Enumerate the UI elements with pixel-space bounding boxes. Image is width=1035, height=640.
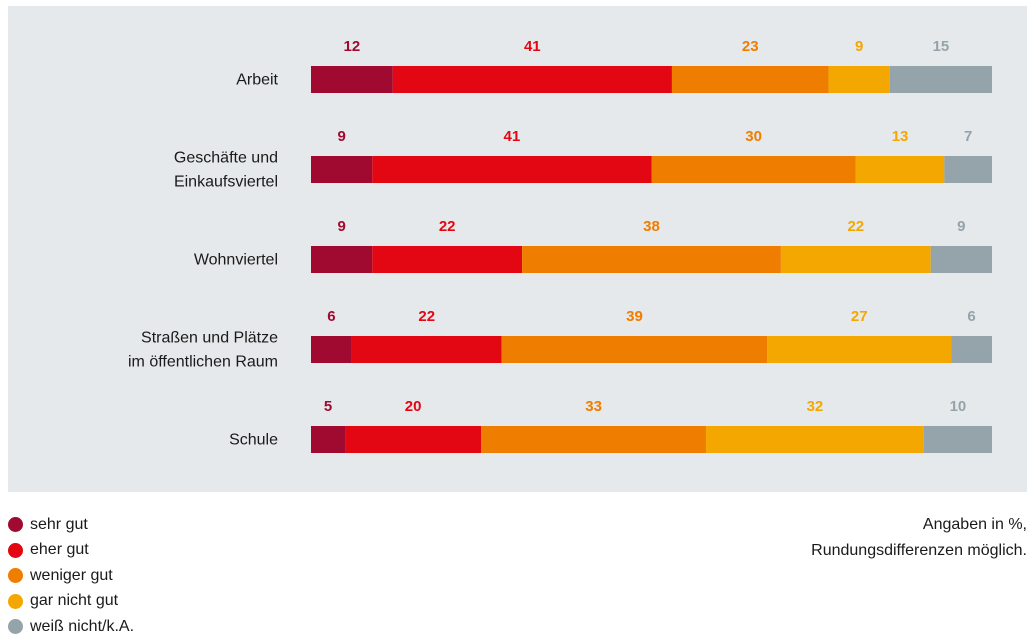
- stacked-bar-chart: Arbeit 12 41 23 9 15 Geschäfte und Einkaufsvier…: [128, 38, 992, 453]
- value-label: 6: [327, 308, 335, 325]
- value-label: 15: [933, 38, 950, 55]
- bar-segment: [951, 336, 992, 363]
- value-label: 38: [643, 218, 660, 235]
- bar-segment: [780, 246, 931, 273]
- value-label: 23: [742, 38, 759, 55]
- value-label: 22: [439, 218, 456, 235]
- value-label: 27: [851, 308, 868, 325]
- category-label: Schule: [229, 432, 278, 449]
- category-label: im öffentlichen Raum: [128, 354, 278, 371]
- chart-area: Arbeit 12 41 23 9 15 Geschäfte und Einkaufsvier…: [8, 6, 1027, 492]
- bar-segment: [828, 66, 890, 93]
- bar-segment: [522, 246, 781, 273]
- category-label: Wohnviertel: [194, 252, 278, 269]
- legend-swatch-sehr-gut: [8, 517, 23, 533]
- legend-item-sehr-gut: sehr gut: [8, 512, 134, 538]
- bar-segment: [311, 156, 373, 183]
- value-label: 22: [847, 218, 864, 235]
- value-label: 33: [585, 398, 602, 415]
- category-label: Arbeit: [236, 72, 278, 89]
- legend-item-eher-gut: eher gut: [8, 538, 134, 564]
- bar-segment: [311, 426, 346, 453]
- category-label: Straßen und Plätze: [141, 330, 278, 347]
- value-label: 9: [337, 128, 345, 145]
- value-label: 9: [855, 38, 863, 55]
- bar-segment: [481, 426, 706, 453]
- bar-segment: [889, 66, 992, 93]
- value-label: 13: [892, 128, 909, 145]
- footnote-line-2: Rundungsdifferenzen möglich.: [811, 542, 1027, 559]
- value-label: 10: [950, 398, 967, 415]
- legend-swatch-gar-nicht-gut: [8, 593, 23, 609]
- bar-segment: [311, 336, 352, 363]
- bar-segment: [311, 66, 393, 93]
- footnote-line-1: Angaben in %,: [922, 516, 1027, 533]
- bar-segment: [944, 156, 992, 183]
- bar-segment: [930, 246, 992, 273]
- value-label: 5: [324, 398, 332, 415]
- bar-segment: [855, 156, 945, 183]
- category-label: Einkaufsviertel: [174, 174, 278, 191]
- legend-label-weniger-gut: weniger gut: [30, 566, 113, 584]
- bar-segment: [705, 426, 924, 453]
- legend-item-gar-nicht-gut: gar nicht gut: [8, 589, 134, 615]
- legend-item-weniger-gut: weniger gut: [8, 563, 134, 589]
- bar-segment: [501, 336, 768, 363]
- bar-segment: [767, 336, 952, 363]
- value-label: 32: [807, 398, 824, 415]
- value-label: 12: [344, 38, 361, 55]
- footnote: Angaben in %, Rundungsdifferenzen möglic…: [811, 512, 1027, 564]
- value-label: 6: [967, 308, 975, 325]
- value-label: 7: [964, 128, 972, 145]
- category-label: Geschäfte und: [174, 150, 278, 167]
- value-label: 41: [504, 128, 521, 145]
- legend-swatch-eher-gut: [8, 542, 23, 558]
- bar-segment: [651, 156, 856, 183]
- bar-segment: [351, 336, 502, 363]
- legend-item-weiss-nicht: weiß nicht/k.A.: [8, 614, 134, 640]
- legend-swatch-weniger-gut: [8, 568, 23, 584]
- legend-label-eher-gut: eher gut: [30, 541, 89, 559]
- bar-segment: [372, 156, 652, 183]
- value-label: 20: [405, 398, 422, 415]
- bar-segment: [372, 246, 523, 273]
- bar-segment: [345, 426, 482, 453]
- value-label: 30: [745, 128, 762, 145]
- bar-segment: [392, 66, 672, 93]
- value-label: 41: [524, 38, 541, 55]
- bar-segment: [671, 66, 829, 93]
- legend-label-gar-nicht-gut: gar nicht gut: [30, 592, 119, 610]
- value-label: 39: [626, 308, 643, 325]
- value-label: 9: [957, 218, 965, 235]
- bar-segment: [311, 246, 373, 273]
- legend-swatch-weiss-nicht: [8, 619, 23, 635]
- legend: sehr gut eher gut weniger gut gar nicht …: [8, 512, 134, 640]
- value-label: 9: [337, 218, 345, 235]
- bar-segment: [923, 426, 992, 453]
- legend-label-weiss-nicht: weiß nicht/k.A.: [30, 617, 135, 635]
- legend-label-sehr-gut: sehr gut: [30, 515, 88, 533]
- value-label: 22: [418, 308, 435, 325]
